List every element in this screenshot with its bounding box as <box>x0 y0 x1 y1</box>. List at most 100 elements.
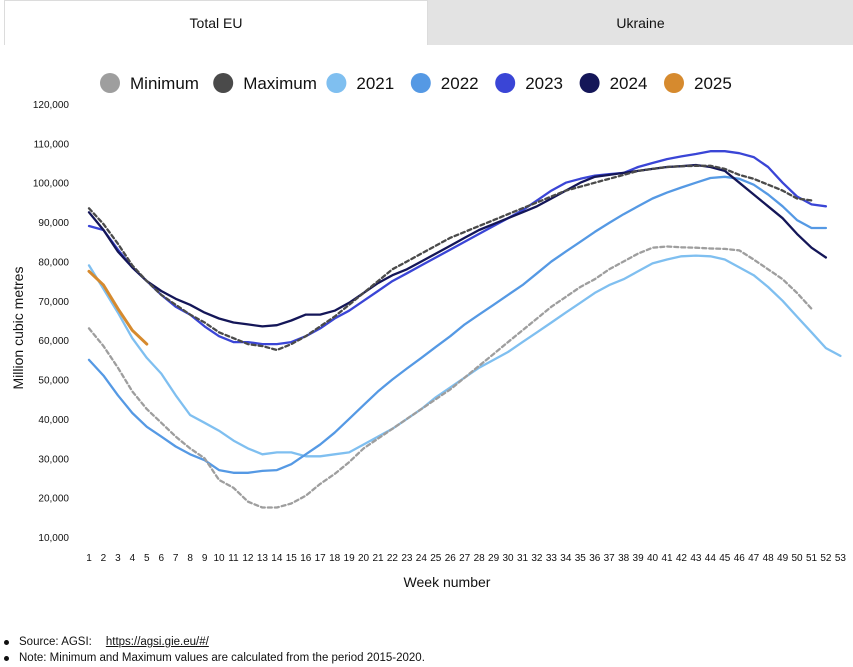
series-line-2025 <box>87 269 149 346</box>
x-tick-label: 38 <box>618 553 630 564</box>
x-tick-label: 8 <box>187 553 193 564</box>
x-tick-label: 4 <box>130 553 136 564</box>
x-tick-label: 24 <box>416 553 428 564</box>
legend-swatch <box>495 73 516 93</box>
legend-swatch <box>579 73 600 93</box>
x-tick-label: 53 <box>835 553 847 564</box>
x-tick-label: 11 <box>228 553 239 564</box>
x-tick-label: 40 <box>647 553 659 564</box>
chart-legend: Minimum Maximum 2021 2022 2023 2024 2025 <box>100 73 732 93</box>
legend-label: 2023 <box>525 74 563 93</box>
x-tick-label: 22 <box>387 553 399 564</box>
y-tick-label: 90,000 <box>38 218 69 229</box>
method-note: Note: Minimum and Maximum values are cal… <box>4 650 425 666</box>
x-tick-label: 20 <box>358 553 370 564</box>
x-tick-label: 25 <box>430 553 442 564</box>
series-line-maximum <box>87 164 813 352</box>
x-axis-title: Week number <box>404 574 491 590</box>
x-tick-label: 28 <box>474 553 486 564</box>
legend-swatch <box>213 73 234 93</box>
x-tick-label: 46 <box>734 553 746 564</box>
x-tick-label: 17 <box>315 553 327 564</box>
series-line-2023 <box>87 150 828 346</box>
x-tick-label: 30 <box>502 553 514 564</box>
x-tick-label: 3 <box>115 553 121 564</box>
x-tick-label: 49 <box>777 553 789 564</box>
source-link[interactable]: https://agsi.gie.eu/#/ <box>105 636 209 648</box>
method-note-text: Note: Minimum and Maximum values are cal… <box>19 652 425 664</box>
legend-label: 2025 <box>694 74 732 93</box>
x-tick-label: 39 <box>633 553 645 564</box>
legend-item-2023[interactable]: 2023 <box>495 73 563 93</box>
source-note: Source: AGSI: https://agsi.gie.eu/#/ <box>4 634 425 650</box>
x-tick-label: 43 <box>690 553 702 564</box>
legend-label: Minimum <box>130 74 199 93</box>
x-tick-label: 31 <box>517 553 529 564</box>
x-tick-label: 2 <box>101 553 107 564</box>
x-tick-label: 27 <box>459 553 471 564</box>
x-tick-label: 33 <box>546 553 558 564</box>
y-tick-label: 110,000 <box>34 139 70 150</box>
y-tick-label: 50,000 <box>38 376 69 387</box>
y-tick-label: 100,000 <box>33 179 70 190</box>
legend-label: 2021 <box>356 74 394 93</box>
x-tick-label: 9 <box>202 553 208 564</box>
tab-ukraine[interactable]: Ukraine <box>428 0 853 45</box>
x-tick-label: 5 <box>144 553 150 564</box>
series-line-2021 <box>87 254 842 458</box>
x-tick-label: 12 <box>242 553 254 564</box>
legend-item-2025[interactable]: 2025 <box>664 73 732 93</box>
y-tick-label: 80,000 <box>38 257 69 268</box>
source-label: Source: AGSI: <box>19 636 92 648</box>
legend-label: Maximum <box>243 74 317 93</box>
x-tick-label: 36 <box>589 553 601 564</box>
legend-label: 2024 <box>610 74 648 93</box>
y-tick-label: 70,000 <box>38 297 69 308</box>
chart-series-lines <box>87 150 842 509</box>
bullet-icon <box>4 639 9 645</box>
y-tick-label: 30,000 <box>38 454 69 465</box>
x-tick-label: 44 <box>705 553 717 564</box>
x-tick-label: 51 <box>806 553 818 564</box>
legend-item-minimum[interactable]: Minimum <box>100 73 199 93</box>
x-tick-label: 14 <box>271 553 283 564</box>
x-tick-label: 6 <box>158 553 164 564</box>
series-line-minimum <box>87 245 813 509</box>
y-tick-label: 60,000 <box>38 336 69 347</box>
legend-swatch <box>326 73 347 93</box>
x-tick-label: 45 <box>719 553 731 564</box>
legend-label: 2022 <box>441 74 479 93</box>
bullet-icon <box>4 655 9 661</box>
x-tick-label: 41 <box>661 553 673 564</box>
x-tick-label: 1 <box>86 553 92 564</box>
x-tick-label: 23 <box>401 553 413 564</box>
x-tick-label: 50 <box>791 553 803 564</box>
tab-total-eu[interactable]: Total EU <box>4 0 428 45</box>
legend-item-maximum[interactable]: Maximum <box>213 73 317 93</box>
legend-item-2022[interactable]: 2022 <box>410 73 479 93</box>
storage-line-chart: Minimum Maximum 2021 2022 2023 2024 2025 10,00… <box>10 73 846 590</box>
legend-item-2024[interactable]: 2024 <box>579 73 648 93</box>
x-tick-label: 32 <box>531 553 543 564</box>
x-axis-ticks: 1 2 3 4 5 6 7 8 9 10 11 12 13 14 15 16 17 18 19 20 21 22 23 24 2… <box>86 553 846 564</box>
y-tick-label: 20,000 <box>38 494 69 505</box>
x-tick-label: 10 <box>213 553 225 564</box>
x-tick-label: 13 <box>257 553 269 564</box>
chart-notes: Source: AGSI: https://agsi.gie.eu/#/ Not… <box>4 634 425 666</box>
series-line-2022 <box>87 175 828 474</box>
x-tick-label: 37 <box>604 553 616 564</box>
tab-bar: Total EU Ukraine <box>4 0 853 45</box>
legend-swatch <box>664 73 684 93</box>
legend-item-2021[interactable]: 2021 <box>326 73 394 93</box>
x-tick-label: 52 <box>820 553 832 564</box>
x-tick-label: 15 <box>286 553 298 564</box>
x-tick-label: 7 <box>173 553 179 564</box>
y-tick-label: 40,000 <box>38 415 69 426</box>
x-tick-label: 48 <box>763 553 775 564</box>
x-tick-label: 35 <box>575 553 587 564</box>
y-tick-label: 120,000 <box>33 100 70 111</box>
x-tick-label: 16 <box>300 553 312 564</box>
legend-swatch <box>410 73 431 93</box>
x-tick-label: 29 <box>488 553 500 564</box>
x-tick-label: 26 <box>445 553 457 564</box>
